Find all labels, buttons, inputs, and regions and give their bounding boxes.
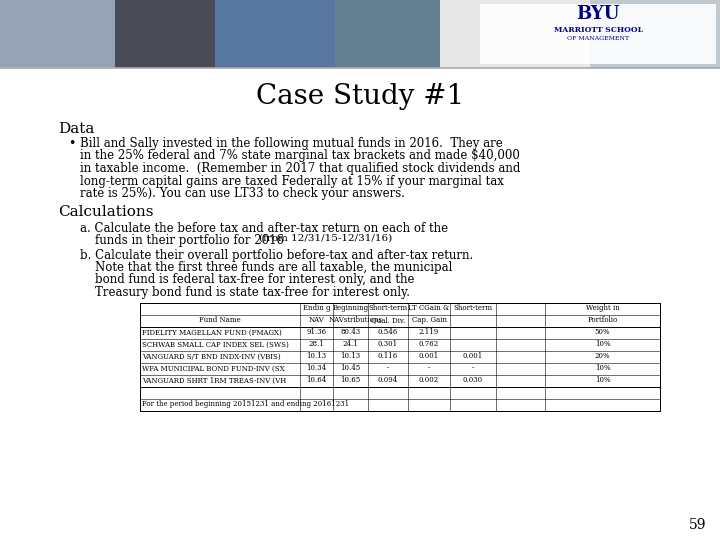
Text: WFA MUNICIPAL BOND FUND-INV (SX: WFA MUNICIPAL BOND FUND-INV (SX xyxy=(142,364,284,373)
Text: OF MANAGEMENT: OF MANAGEMENT xyxy=(567,37,629,42)
Text: in taxable income.  (Remember in 2017 that qualified stock dividends and: in taxable income. (Remember in 2017 tha… xyxy=(80,162,521,175)
Text: 0.301: 0.301 xyxy=(378,341,398,348)
Text: Calculations: Calculations xyxy=(58,206,153,219)
Text: 20%: 20% xyxy=(595,353,611,361)
Text: Fund Name: Fund Name xyxy=(199,316,241,325)
Text: 10%: 10% xyxy=(595,376,611,384)
Text: 0.762: 0.762 xyxy=(419,341,439,348)
Text: 80.43: 80.43 xyxy=(341,328,361,336)
Bar xyxy=(0,0,115,68)
Text: 0.116: 0.116 xyxy=(378,353,398,361)
Text: -: - xyxy=(387,364,390,373)
Text: Short-term: Short-term xyxy=(454,305,492,313)
Text: Short-term: Short-term xyxy=(369,305,408,313)
Text: rate is 25%). You can use LT33 to check your answers.: rate is 25%). You can use LT33 to check … xyxy=(80,187,405,200)
Text: SCHWAB SMALL CAP INDEX SEL (SWS): SCHWAB SMALL CAP INDEX SEL (SWS) xyxy=(142,341,289,348)
Text: MARRIOTT SCHOOL: MARRIOTT SCHOOL xyxy=(554,26,642,34)
Text: -: - xyxy=(428,364,430,373)
Bar xyxy=(215,0,335,68)
Text: a. Calculate the before tax and after-tax return on each of the: a. Calculate the before tax and after-ta… xyxy=(80,221,448,234)
Text: 10%: 10% xyxy=(595,341,611,348)
Text: Portfolio: Portfolio xyxy=(588,316,618,325)
Text: Data: Data xyxy=(58,122,94,136)
Text: NAVstributions: NAVstributions xyxy=(328,316,382,325)
Text: 10.45: 10.45 xyxy=(341,364,361,373)
Text: -: - xyxy=(472,364,474,373)
Text: 0.030: 0.030 xyxy=(463,376,483,384)
Text: Qual. Div.: Qual. Div. xyxy=(371,316,405,325)
Text: Case Study #1: Case Study #1 xyxy=(256,83,464,110)
Bar xyxy=(335,0,440,68)
Text: 50%: 50% xyxy=(595,328,611,336)
Bar xyxy=(0,0,115,68)
Bar xyxy=(440,0,590,68)
Bar xyxy=(590,0,720,68)
Text: 0.001: 0.001 xyxy=(463,353,483,361)
Text: bond fund is federal tax-free for interest only, and the: bond fund is federal tax-free for intere… xyxy=(80,273,415,287)
Text: 2.119: 2.119 xyxy=(419,328,439,336)
Bar xyxy=(115,0,215,68)
Text: funds in their portfolio for 2016: funds in their portfolio for 2016 xyxy=(80,234,288,247)
Text: (from 12/31/15-12/31/16): (from 12/31/15-12/31/16) xyxy=(259,234,392,243)
Text: long-term capital gains are taxed Federally at 15% if your marginal tax: long-term capital gains are taxed Federa… xyxy=(80,174,504,187)
Text: 91.36: 91.36 xyxy=(307,328,327,336)
Text: 10.13: 10.13 xyxy=(307,353,327,361)
Text: 10.34: 10.34 xyxy=(307,364,327,373)
Text: 59: 59 xyxy=(688,518,706,532)
Text: 10.64: 10.64 xyxy=(307,376,327,384)
Text: FIDELITY MAGELLAN FUND (FMAGX): FIDELITY MAGELLAN FUND (FMAGX) xyxy=(142,328,282,336)
Text: Note that the first three funds are all taxable, the municipal: Note that the first three funds are all … xyxy=(80,261,452,274)
Text: 0.001: 0.001 xyxy=(419,353,439,361)
Text: VANGUARD S/T BND INDX-INV (VBIS): VANGUARD S/T BND INDX-INV (VBIS) xyxy=(142,353,281,361)
Text: 10.65: 10.65 xyxy=(341,376,361,384)
Text: 10.13: 10.13 xyxy=(341,353,361,361)
Bar xyxy=(140,302,660,410)
Bar xyxy=(480,4,716,64)
Text: in the 25% federal and 7% state marginal tax brackets and made $40,000: in the 25% federal and 7% state marginal… xyxy=(80,150,520,163)
Bar xyxy=(115,0,215,68)
Text: Cap. Gain: Cap. Gain xyxy=(412,316,446,325)
Text: BYU: BYU xyxy=(576,5,620,23)
Text: VANGUARD SHRT 1RM TREAS-INV (VH: VANGUARD SHRT 1RM TREAS-INV (VH xyxy=(142,376,287,384)
Text: 28.1: 28.1 xyxy=(309,341,325,348)
Text: 24.1: 24.1 xyxy=(343,341,359,348)
Text: NAV: NAV xyxy=(309,316,325,325)
Text: 0.546: 0.546 xyxy=(378,328,398,336)
Text: 0.002: 0.002 xyxy=(419,376,439,384)
Text: b. Calculate their overall portfolio before-tax and after-tax return.: b. Calculate their overall portfolio bef… xyxy=(80,248,473,261)
Text: For the period beginning 20151231 and ending 20161231: For the period beginning 20151231 and en… xyxy=(142,401,349,408)
Text: Weight in: Weight in xyxy=(585,305,619,313)
Text: Endin g: Endin g xyxy=(302,305,330,313)
Text: LT CGain &: LT CGain & xyxy=(408,305,449,313)
Text: Bill and Sally invested in the following mutual funds in 2016.  They are: Bill and Sally invested in the following… xyxy=(80,137,503,150)
Text: Treasury bond fund is state tax-free for interest only.: Treasury bond fund is state tax-free for… xyxy=(80,286,410,299)
Text: •: • xyxy=(68,137,76,150)
Bar xyxy=(335,0,440,68)
Text: 10%: 10% xyxy=(595,364,611,373)
Text: Beginning: Beginning xyxy=(333,305,369,313)
Bar xyxy=(0,68,720,540)
Bar xyxy=(215,0,335,68)
Text: 0.094: 0.094 xyxy=(378,376,398,384)
